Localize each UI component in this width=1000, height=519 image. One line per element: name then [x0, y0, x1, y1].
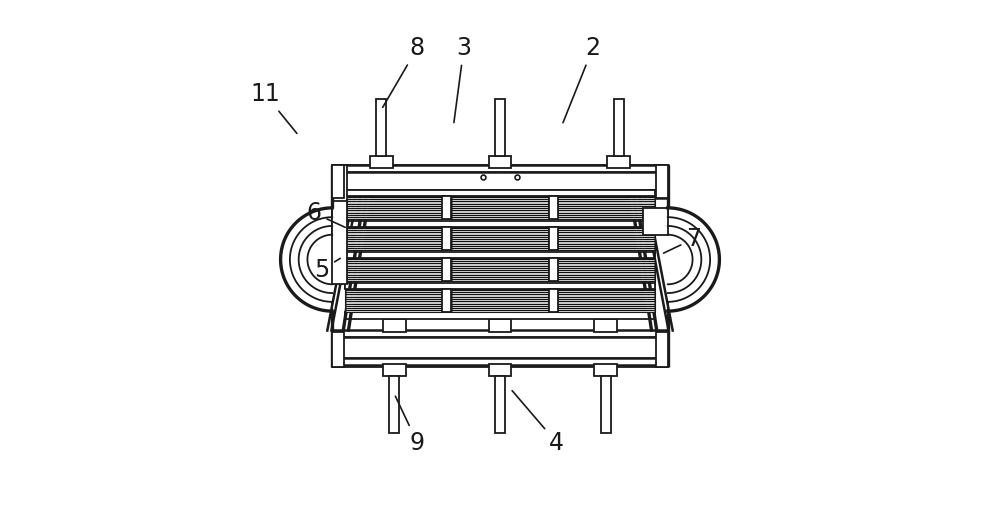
- Bar: [345, 190, 655, 196]
- Bar: [345, 196, 442, 220]
- Bar: [594, 319, 617, 332]
- Text: 11: 11: [250, 83, 297, 133]
- Bar: [489, 363, 511, 376]
- Bar: [489, 319, 511, 332]
- Bar: [495, 99, 505, 156]
- Bar: [332, 165, 347, 235]
- Bar: [370, 198, 393, 210]
- Bar: [345, 227, 442, 251]
- Bar: [442, 258, 451, 281]
- Bar: [345, 281, 655, 288]
- Bar: [489, 198, 511, 210]
- Bar: [332, 172, 668, 190]
- Bar: [643, 208, 668, 235]
- Bar: [549, 289, 558, 312]
- Bar: [549, 227, 558, 251]
- Bar: [332, 190, 668, 198]
- Text: 9: 9: [395, 396, 425, 455]
- Bar: [345, 252, 655, 258]
- Bar: [549, 258, 558, 281]
- Bar: [383, 319, 406, 332]
- Text: 2: 2: [563, 36, 600, 122]
- Bar: [601, 376, 611, 433]
- Bar: [451, 258, 549, 281]
- Bar: [376, 99, 386, 156]
- Bar: [442, 289, 451, 312]
- Bar: [558, 258, 655, 281]
- Bar: [332, 330, 668, 337]
- Bar: [558, 196, 655, 220]
- Text: 3: 3: [454, 36, 471, 122]
- Text: 5: 5: [314, 258, 340, 282]
- Text: 7: 7: [664, 227, 701, 253]
- Bar: [489, 156, 511, 168]
- Bar: [607, 198, 630, 210]
- Bar: [345, 289, 442, 312]
- Bar: [656, 332, 668, 367]
- Bar: [495, 376, 505, 433]
- Bar: [383, 363, 406, 376]
- Bar: [558, 289, 655, 312]
- Bar: [332, 165, 344, 198]
- Bar: [558, 227, 655, 251]
- Bar: [345, 283, 655, 289]
- Bar: [345, 220, 655, 226]
- Bar: [370, 156, 393, 168]
- Bar: [345, 251, 655, 257]
- Bar: [442, 196, 451, 220]
- Text: 8: 8: [383, 36, 425, 107]
- Bar: [656, 165, 668, 198]
- Bar: [451, 196, 549, 220]
- Bar: [332, 358, 668, 365]
- Bar: [442, 227, 451, 251]
- Bar: [332, 337, 668, 358]
- Bar: [451, 289, 549, 312]
- Bar: [549, 196, 558, 220]
- Bar: [389, 376, 399, 433]
- Text: 6: 6: [307, 201, 345, 227]
- Bar: [332, 165, 668, 172]
- Text: 4: 4: [512, 391, 564, 455]
- Bar: [345, 258, 442, 281]
- Bar: [451, 227, 549, 251]
- Bar: [607, 156, 630, 168]
- Bar: [614, 99, 624, 156]
- Bar: [332, 201, 347, 284]
- Bar: [594, 363, 617, 376]
- Bar: [345, 221, 655, 227]
- Bar: [332, 332, 344, 367]
- Bar: [345, 312, 655, 319]
